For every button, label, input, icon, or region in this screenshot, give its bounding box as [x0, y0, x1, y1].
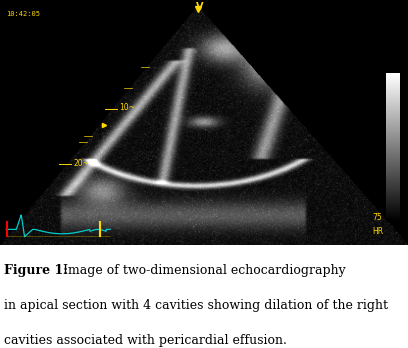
Text: V: V — [196, 2, 204, 13]
Text: cavities associated with pericardial effusion.: cavities associated with pericardial eff… — [4, 334, 287, 347]
Text: 10~: 10~ — [119, 103, 135, 112]
Text: in apical section with 4 cavities showing dilation of the right: in apical section with 4 cavities showin… — [4, 299, 388, 312]
Text: Image of two-dimensional echocardiography: Image of two-dimensional echocardiograph… — [55, 264, 346, 277]
Text: Figure 1:: Figure 1: — [4, 264, 68, 277]
Text: 10:42:05: 10:42:05 — [6, 11, 40, 17]
Text: 20~: 20~ — [73, 159, 89, 168]
Text: 75: 75 — [373, 213, 382, 222]
Text: HR: HR — [372, 227, 383, 236]
